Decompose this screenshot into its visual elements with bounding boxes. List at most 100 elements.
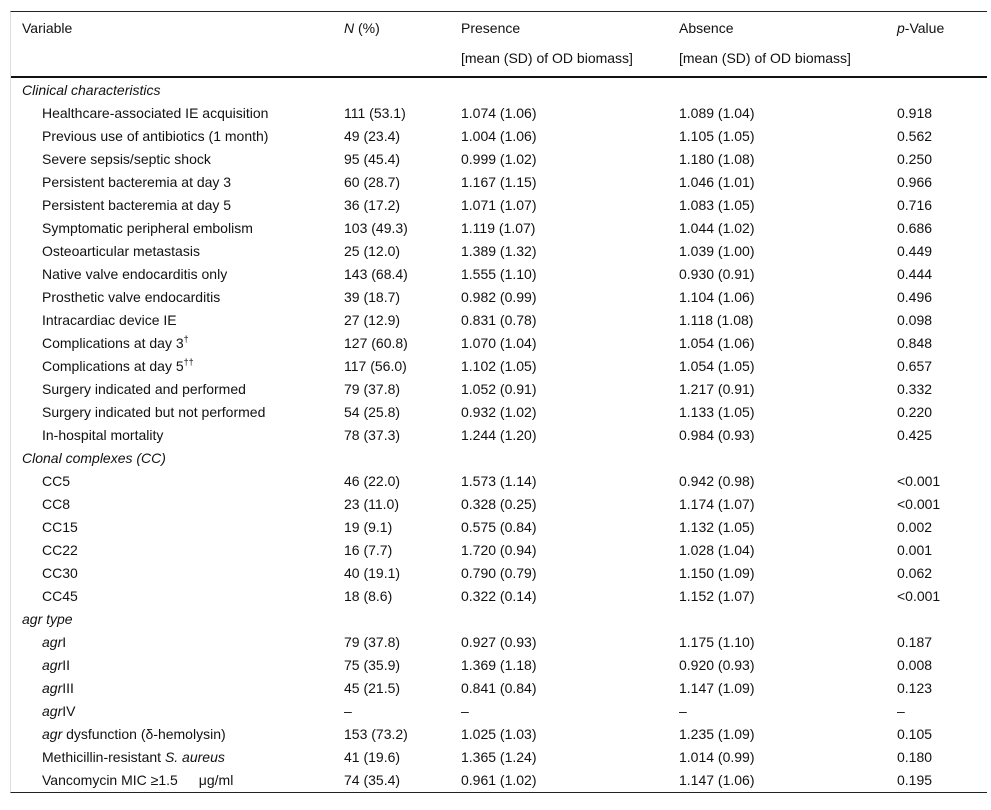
variable-cell: Prosthetic valve endocarditis <box>42 286 220 309</box>
table-row: CC5 46 (22.0) 1.573 (1.14) 0.942 (0.98) <0.0… <box>11 470 987 493</box>
p-value-cell: 0.123 <box>897 680 933 696</box>
n-percent-cell: 103 (49.3) <box>344 220 408 236</box>
table-row: agrIV – – – – <box>11 700 987 723</box>
presence-cell: 1.071 (1.07) <box>461 197 537 213</box>
section-header-row: Clinical characteristics <box>11 79 987 102</box>
table-row: CC15 19 (9.1) 0.575 (0.84) 1.132 (1.05) 0.00… <box>11 516 987 539</box>
absence-cell: 1.217 (0.91) <box>679 381 755 397</box>
p-value-cell: 0.562 <box>897 128 933 144</box>
variable-label: Methicillin-resistant <box>42 749 165 765</box>
presence-cell: 0.328 (0.25) <box>461 496 537 512</box>
presence-cell: 1.720 (0.94) <box>461 542 537 558</box>
absence-cell: 1.147 (1.06) <box>679 772 755 788</box>
variable-label: Complications at day 5 <box>42 358 184 374</box>
table-header-row: Variable N (%) Presence Absence p-Value <box>11 12 987 44</box>
variable-cell: agrI <box>42 631 66 654</box>
section-title-text: Clonal complexes (CC) <box>22 450 166 466</box>
n-percent-cell: 79 (37.8) <box>344 634 401 650</box>
presence-cell: 0.999 (1.02) <box>461 151 537 167</box>
presence-cell: 1.365 (1.24) <box>461 749 537 765</box>
absence-cell: 0.984 (0.93) <box>679 427 755 443</box>
presence-cell: 1.070 (1.04) <box>461 335 537 351</box>
variable-cell: Persistent bacteremia at day 5 <box>42 194 231 217</box>
table-row: Osteoarticular metastasis 25 (12.0) 1.389 … <box>11 240 987 263</box>
section-header-row: agr type <box>11 608 987 631</box>
variable-label: In-hospital mortality <box>42 427 164 443</box>
variable-cell: Symptomatic peripheral embolism <box>42 217 253 240</box>
presence-cell: 0.927 (0.93) <box>461 634 537 650</box>
absence-cell: 1.175 (1.10) <box>679 634 755 650</box>
n-percent-cell: 54 (25.8) <box>344 404 401 420</box>
n-percent-cell: 16 (7.7) <box>344 542 393 558</box>
header-presence: Presence <box>461 20 521 36</box>
absence-cell: 0.942 (0.98) <box>679 473 755 489</box>
variable-label: Persistent bacteremia at day 3 <box>42 174 232 190</box>
header-p-value: p-Value <box>897 20 945 36</box>
section-header-row: Clonal complexes (CC) <box>11 447 987 470</box>
variable-cell: CC45 <box>42 585 78 608</box>
table-row: Native valve endocarditis only 143 (68.4)… <box>11 263 987 286</box>
variable-cell: agr dysfunction (δ-hemolysin) <box>42 723 226 746</box>
absence-cell: 0.930 (0.91) <box>679 266 755 282</box>
variable-cell: Complications at day 3† <box>42 332 189 355</box>
p-value-cell: 0.425 <box>897 427 933 443</box>
variable-label: CC15 <box>42 519 78 535</box>
n-percent-cell: 111 (53.1) <box>344 105 406 121</box>
p-value-cell: 0.444 <box>897 266 933 282</box>
table-header-subrow: [mean (SD) of OD biomass] [mean (SD) of … <box>11 44 987 78</box>
variable-cell: CC15 <box>42 516 78 539</box>
table-row: Surgery indicated but not performed 54 (2… <box>11 401 987 424</box>
variable-cell: agrIV <box>42 700 75 723</box>
presence-cell: 0.322 (0.14) <box>461 588 537 604</box>
variable-cell: Intracardiac device IE <box>42 309 177 332</box>
p-value-cell: <0.001 <box>897 473 941 489</box>
variable-label: Persistent bacteremia at day 5 <box>42 197 232 213</box>
presence-cell: 0.961 (1.02) <box>461 772 537 788</box>
variable-cell: In-hospital mortality <box>42 424 163 447</box>
n-percent-cell: 39 (18.7) <box>344 289 401 305</box>
table-row: agrI 79 (37.8) 0.927 (0.93) 1.175 (1.10) 0.1… <box>11 631 987 654</box>
absence-cell: 1.118 (1.08) <box>679 312 754 328</box>
variable-label: Native valve endocarditis only <box>42 266 228 282</box>
variable-cell: Surgery indicated but not performed <box>42 401 265 424</box>
variable-label: Previous use of antibiotics (1 month) <box>42 128 269 144</box>
n-percent-cell: 117 (56.0) <box>344 358 407 374</box>
n-percent-cell: 95 (45.4) <box>344 151 401 167</box>
absence-cell: 1.014 (0.99) <box>679 749 755 765</box>
presence-cell: 0.831 (0.78) <box>461 312 537 328</box>
presence-cell: 1.369 (1.18) <box>461 657 537 673</box>
presence-cell: 1.074 (1.06) <box>461 105 537 121</box>
p-value-cell: 0.332 <box>897 381 933 397</box>
absence-cell: 1.039 (1.00) <box>679 243 755 259</box>
section-title: agr type <box>22 608 73 631</box>
table-body: Clinical characteristics Healthcare-assoc… <box>11 79 987 792</box>
presence-cell: – <box>461 703 469 719</box>
n-percent-cell: 78 (37.3) <box>344 427 401 443</box>
p-value-cell: 0.966 <box>897 174 933 190</box>
variable-cell: agrII <box>42 654 70 677</box>
variable-label: Symptomatic peripheral embolism <box>42 220 253 236</box>
p-value-cell: 0.062 <box>897 565 933 581</box>
n-percent-cell: 18 (8.6) <box>344 588 393 604</box>
table-row: CC22 16 (7.7) 1.720 (0.94) 1.028 (1.04) 0.00… <box>11 539 987 562</box>
presence-cell: 0.841 (0.84) <box>461 680 537 696</box>
p-value-cell: 0.008 <box>897 657 933 673</box>
variable-label: Complications at day 3 <box>42 335 184 351</box>
table-row: Prosthetic valve endocarditis 39 (18.7) 0.… <box>11 286 987 309</box>
variable-label: Intracardiac device IE <box>42 312 177 328</box>
table-row: Complications at day 5†† 117 (56.0) 1.102 … <box>11 355 987 378</box>
table-row: Previous use of antibiotics (1 month) 49 … <box>11 125 987 148</box>
absence-cell: 1.104 (1.06) <box>679 289 755 305</box>
presence-cell: 1.004 (1.06) <box>461 128 537 144</box>
absence-cell: 1.235 (1.09) <box>679 726 755 742</box>
table-row: In-hospital mortality 78 (37.3) 1.244 (1.2… <box>11 424 987 447</box>
table-row: Persistent bacteremia at day 5 36 (17.2) 1… <box>11 194 987 217</box>
presence-cell: 1.119 (1.07) <box>461 220 536 236</box>
section-title: Clinical characteristics <box>22 79 160 102</box>
variable-cell: CC22 <box>42 539 78 562</box>
presence-cell: 1.573 (1.14) <box>461 473 537 489</box>
variable-cell: Persistent bacteremia at day 3 <box>42 171 231 194</box>
variable-label: Osteoarticular metastasis <box>42 243 200 259</box>
variable-italic: agr <box>42 703 63 719</box>
presence-cell: 1.025 (1.03) <box>461 726 537 742</box>
